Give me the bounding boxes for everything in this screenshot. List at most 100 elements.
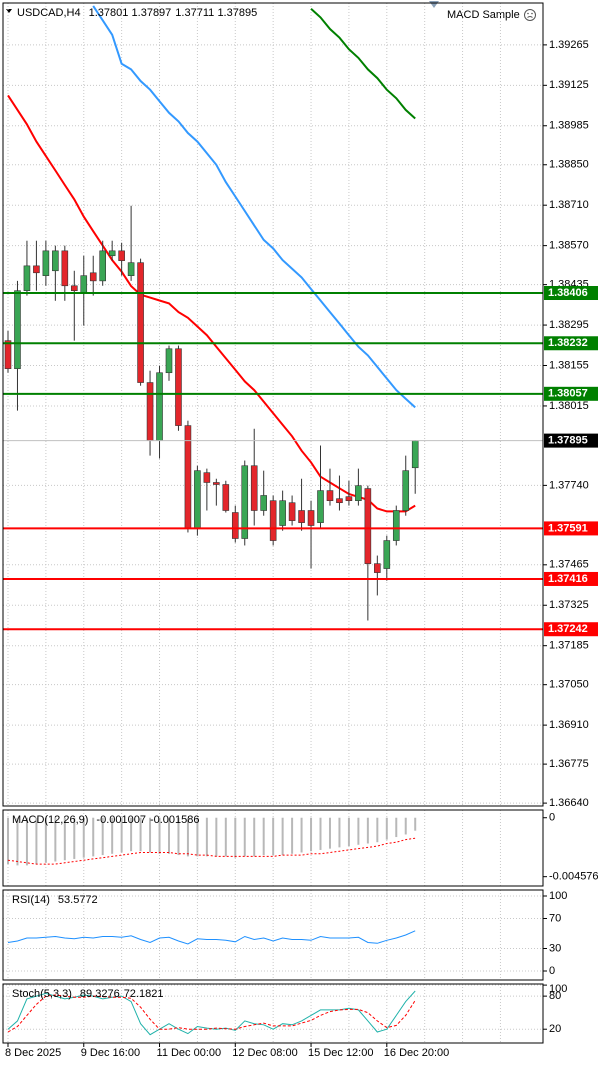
panel [3,3,543,806]
candle-body [411,440,419,469]
smiley-eye [531,12,533,15]
candle-body [108,250,116,257]
level-label-box [544,571,598,586]
candle-body [70,285,78,291]
level-label: 1.38406 [548,287,588,299]
candle-body [42,250,50,276]
panel [3,984,543,1043]
x-tick-label: 16 Dec 20:00 [384,1047,449,1059]
header-value: 1.37895 [217,7,257,19]
panel-frame [2,983,544,1044]
header-value: 53.5772 [58,894,98,906]
level-label-box [544,622,598,637]
level-label-box [544,386,598,401]
candle-body [336,498,343,504]
candle-body [194,470,201,530]
y-tick-label: 1.37050 [549,679,589,691]
candle-body [99,250,106,282]
header-value: 1.37801 [89,7,129,19]
y-tick-label: 1.37325 [549,599,589,611]
candle-body [269,500,277,541]
panel-header: RSI(14) 53.5772 [12,894,98,906]
y-tick-label: 1.36640 [549,797,589,809]
candle-body [175,348,182,426]
y-tick-label: -0.004576 [549,871,599,883]
candle-body [156,372,163,441]
candle-body [146,382,154,441]
y-tick-label: 100 [549,890,567,902]
smiley-mouth [527,16,533,18]
candle-body [392,510,400,541]
y-tick-label: 30 [549,942,561,954]
y-tick-label: 80 [549,990,561,1002]
panel [7,810,501,886]
level-label-box [544,336,598,351]
y-tick-label: 0 [549,812,555,824]
candle-body [345,496,353,501]
candle-body [364,488,372,564]
header-value: 89.3276 [80,988,120,1000]
expert-name: MACD Sample [447,9,520,21]
header-title: USDCAD,H4 [17,7,81,19]
candle-body [241,465,249,539]
candle-body [80,275,88,294]
candle-body [52,250,59,272]
y-tick-label: 20 [549,1023,561,1035]
panel-header: MACD(12,26,9) -0.001007 -0.001586 [12,814,200,826]
y-tick-label: 1.37740 [549,479,589,491]
x-tick-label: 15 Dec 12:00 [308,1047,373,1059]
smiley-eye [527,12,529,15]
smiley-face [524,9,536,21]
y-tick-label: 1.37465 [549,559,589,571]
level-label-box [544,286,598,301]
level-label: 1.38057 [548,388,588,400]
panel-frame [2,809,544,887]
candle-body [288,502,296,521]
candle-body [260,495,267,511]
candle-body [14,290,21,369]
candle-body [326,490,334,501]
header-value: 1.37897 [132,7,172,19]
header-value: -0.001586 [150,814,200,826]
y-tick-label: 70 [549,912,561,924]
level-label: 1.37242 [548,623,588,635]
candle-body [137,262,144,383]
stoch-signal [7,994,416,1033]
candle-body [127,262,135,276]
y-tick-label: 1.38155 [549,359,589,371]
y-tick-label: 1.38015 [549,400,589,412]
candle-body [402,470,410,511]
candle-body [61,250,69,287]
last-price-box [544,433,598,448]
candle-body [279,500,286,526]
indicator-line [7,930,416,945]
y-tick-label: 1.38570 [549,240,589,252]
candle-body [222,484,230,511]
candle-body [118,250,125,261]
level-label: 1.37416 [548,573,588,585]
y-tick-label: 1.38710 [549,199,589,211]
moving-average [7,94,416,513]
header-title: MACD(12,26,9) [12,814,88,826]
candle-body [89,272,97,282]
candle-body [23,265,31,291]
candle-body [355,485,362,501]
y-tick-label: 1.39125 [549,79,589,91]
candle-body [165,348,173,374]
candle-body [298,510,305,523]
y-tick-label: 1.37185 [549,640,589,652]
header-title: Stoch(5,3,3) [12,988,72,1000]
y-tick-label: 1.38295 [549,319,589,331]
candle-body [307,510,315,526]
candle-body [383,540,391,569]
y-tick-label: 100 [549,983,567,995]
macd-signal [7,837,416,865]
candle-body [374,563,381,573]
candle-body [203,472,211,483]
y-tick-label: 0 [549,965,555,977]
header-value: -0.001007 [96,814,146,826]
y-tick-label: 1.38850 [549,159,589,171]
moving-average [310,8,416,120]
